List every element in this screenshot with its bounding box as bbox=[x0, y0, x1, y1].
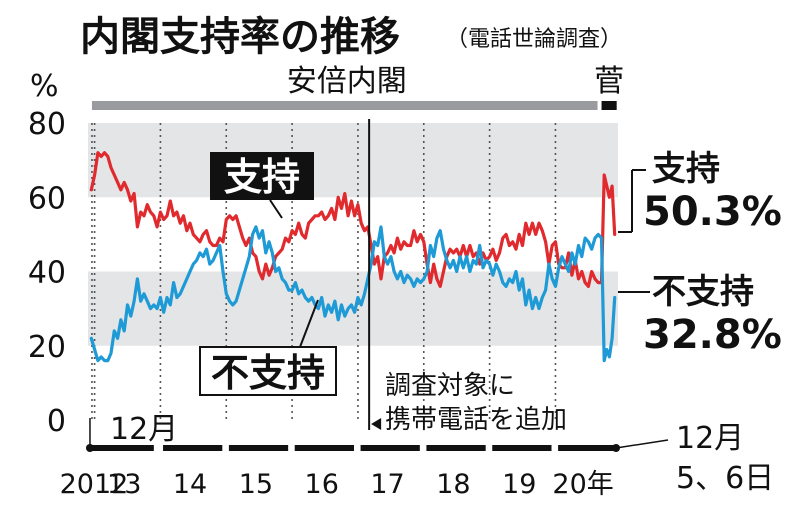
y-tick-80: 80 bbox=[28, 107, 66, 142]
year-label-2: 14 bbox=[173, 469, 207, 500]
annotation-line1: 調査対象に bbox=[385, 371, 515, 401]
timeline-segment-0 bbox=[91, 445, 154, 451]
series-lines bbox=[89, 151, 617, 363]
period-bar-0 bbox=[91, 101, 598, 110]
latest-disapproval: 不支持 32.8% bbox=[618, 272, 782, 358]
period-bar-1 bbox=[601, 101, 617, 110]
disapproval-label-pointer bbox=[299, 299, 319, 348]
end-note-pointer bbox=[615, 439, 669, 449]
year-label-1: 13 bbox=[107, 469, 141, 500]
timeline-segment-1 bbox=[163, 445, 223, 451]
support-label-box: 支持 bbox=[210, 152, 314, 219]
period-label-0: 安倍内閣 bbox=[287, 64, 407, 99]
latest-disapproval-name: 不支持 bbox=[652, 272, 754, 312]
disapproval-label-bg bbox=[199, 346, 337, 396]
chart-subtitle: （電話世論調査） bbox=[446, 27, 622, 52]
grid-band-1 bbox=[88, 123, 618, 198]
end-note: 12月 bbox=[676, 421, 744, 456]
timeline-segment-7 bbox=[558, 445, 614, 451]
chart-title: 内閣支持率の推移 bbox=[80, 14, 400, 60]
year-label-6: 18 bbox=[436, 469, 470, 500]
y-tick-20: 20 bbox=[28, 330, 66, 365]
y-unit-label: % bbox=[30, 69, 59, 104]
latest-support: 支持 50.3% bbox=[618, 149, 782, 235]
timeline-segment-2 bbox=[228, 445, 289, 451]
support-label-pointer bbox=[269, 199, 283, 219]
year-label-7: 19 bbox=[502, 469, 536, 500]
start-note: 12月 bbox=[110, 412, 178, 447]
annotation-mobile-phone: 調査対象に 携帯電話を追加 bbox=[368, 119, 567, 435]
cabinet-period-bars: 安倍内閣 菅 bbox=[91, 64, 624, 110]
year-label-3: 15 bbox=[239, 469, 273, 500]
annotation-line2: 携帯電話を追加 bbox=[385, 405, 567, 435]
y-tick-0: 0 bbox=[47, 404, 66, 439]
timeline-segment-5 bbox=[426, 445, 486, 451]
year-label-0: 2012 bbox=[60, 469, 129, 500]
support-label-text: 支持 bbox=[224, 155, 300, 199]
disapproval-label-box: 不支持 bbox=[199, 299, 337, 396]
series-line-support bbox=[89, 151, 617, 288]
disapproval-label-text: 不支持 bbox=[211, 351, 325, 395]
latest-support-value: 50.3% bbox=[643, 189, 782, 235]
year-label-5: 17 bbox=[370, 469, 404, 500]
support-label-bg bbox=[210, 152, 314, 200]
latest-support-name: 支持 bbox=[652, 149, 720, 189]
y-tick-60: 60 bbox=[28, 181, 66, 216]
y-tick-40: 40 bbox=[28, 256, 66, 291]
period-label-1: 菅 bbox=[594, 64, 624, 99]
series-line-disapproval bbox=[89, 225, 617, 363]
timeline-segment-4 bbox=[360, 445, 420, 451]
annotation-arrow bbox=[371, 418, 382, 430]
year-label-4: 16 bbox=[305, 469, 339, 500]
end-note-date: 5、6日 bbox=[676, 461, 774, 496]
grid-bands bbox=[88, 123, 618, 346]
y-axis-ticks: 0 20 40 60 80 bbox=[28, 107, 66, 439]
timeline-segment-6 bbox=[492, 445, 552, 451]
year-label-8: 20年 bbox=[552, 469, 613, 500]
latest-disapproval-value: 32.8% bbox=[643, 312, 782, 358]
timeline-segment-3 bbox=[294, 445, 354, 451]
